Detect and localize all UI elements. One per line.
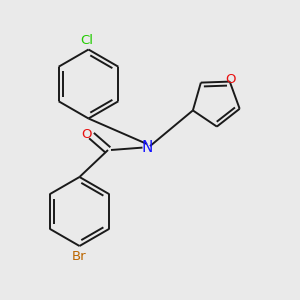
Text: N: N [141, 140, 153, 155]
Text: O: O [81, 128, 91, 141]
Text: O: O [226, 73, 236, 86]
Text: Br: Br [72, 250, 87, 263]
Text: Cl: Cl [80, 34, 94, 47]
